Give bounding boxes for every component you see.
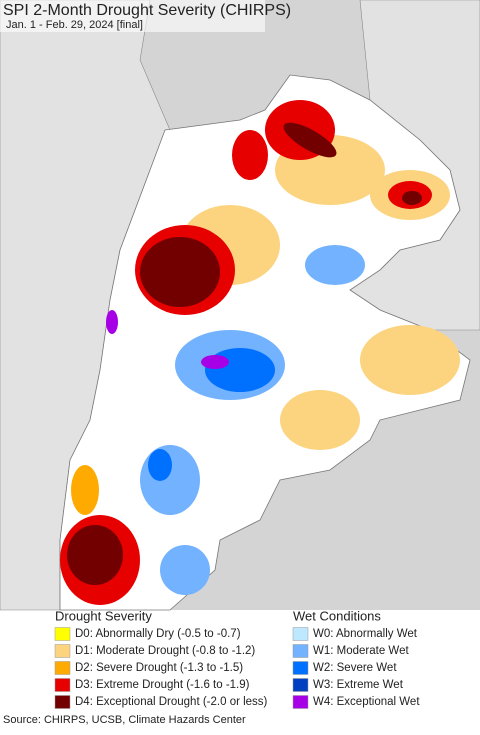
patch — [283, 122, 337, 158]
legend-label: D2: Severe Drought (-1.3 to -1.5) — [75, 662, 243, 674]
patch — [148, 449, 172, 481]
legend-label: D4: Exceptional Drought (-2.0 or less) — [75, 696, 268, 708]
legend-swatch — [292, 695, 309, 709]
legend-swatch — [54, 644, 71, 658]
legend-swatch — [292, 678, 309, 692]
patch — [360, 325, 460, 395]
legend: D0: Abnormally Dry (-0.5 to -0.7) D1: Mod… — [54, 627, 420, 709]
patch — [232, 130, 268, 180]
map — [0, 0, 480, 611]
legend-swatch — [54, 627, 71, 641]
patch — [201, 355, 229, 369]
patch — [67, 525, 123, 585]
subtitle: Jan. 1 - Feb. 29, 2024 [final] — [6, 19, 143, 31]
patch — [71, 465, 99, 515]
title: SPI 2-Month Drought Severity (CHIRPS) — [3, 2, 291, 19]
drought-patches — [60, 100, 460, 605]
legend-heading: Wet Conditions — [293, 608, 381, 623]
legend-label: W2: Severe Wet — [313, 662, 397, 674]
title-backdrop — [0, 0, 265, 32]
legend-label: D1: Moderate Drought (-0.8 to -1.2) — [75, 645, 255, 657]
patch — [205, 348, 275, 392]
patch — [140, 445, 200, 515]
patch — [106, 310, 118, 334]
patch — [305, 245, 365, 285]
patch — [280, 390, 360, 450]
legend-label: W0: Abnormally Wet — [313, 628, 418, 640]
patch — [160, 545, 210, 595]
legend-label: D3: Extreme Drought (-1.6 to -1.9) — [75, 679, 250, 691]
wet-patches — [106, 245, 365, 595]
legend-swatch — [54, 661, 71, 675]
legend-heading: Drought Severity — [55, 608, 152, 623]
patch — [140, 237, 220, 307]
legend-swatch — [54, 695, 71, 709]
patch — [402, 191, 422, 205]
legend-label: W1: Moderate Wet — [313, 645, 409, 657]
legend-label: W4: Exceptional Wet — [313, 696, 420, 708]
legend-swatch — [292, 627, 309, 641]
legend-label: D0: Abnormally Dry (-0.5 to -0.7) — [75, 628, 241, 640]
legend-swatch — [292, 661, 309, 675]
legend-swatch — [292, 644, 309, 658]
source: Source: CHIRPS, UCSB, Climate Hazards Ce… — [3, 714, 246, 726]
legend-label: W3: Extreme Wet — [313, 679, 404, 691]
legend-swatch — [54, 678, 71, 692]
